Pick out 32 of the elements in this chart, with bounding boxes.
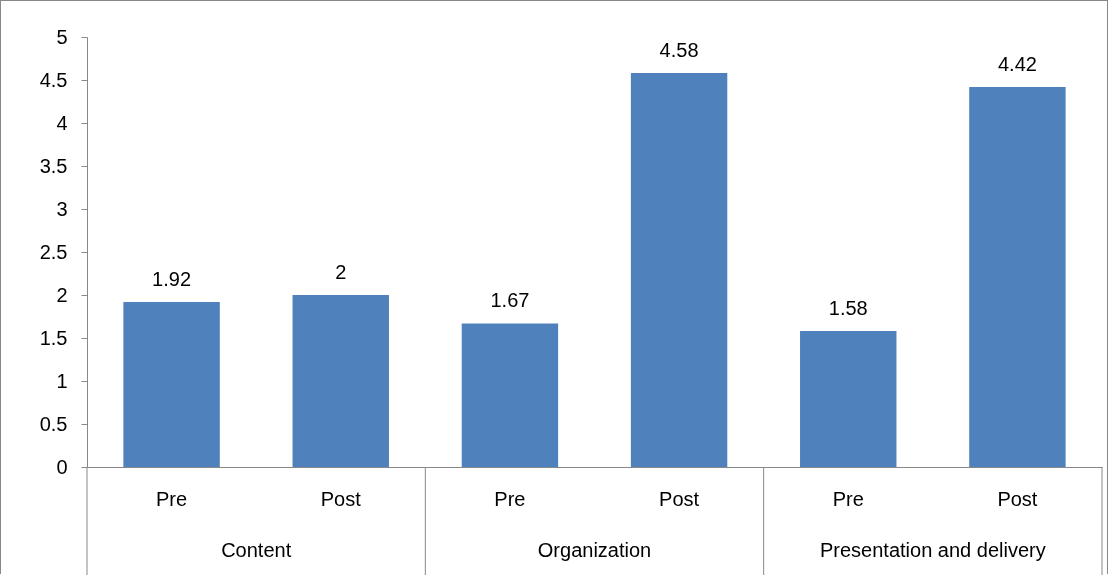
y-tick-label: 1 [56, 369, 68, 392]
data-label: 4.58 [659, 39, 699, 62]
data-label: 4.42 [997, 52, 1037, 75]
text: Presentation and delivery [819, 539, 1046, 561]
data-label: 2 [335, 261, 347, 283]
x-tick-label: Post [997, 487, 1038, 510]
data-label: 1.92 [152, 267, 192, 290]
y-tick-label: 4 [56, 111, 68, 134]
text: Organization [537, 539, 652, 561]
x-tick-label: Pre [832, 487, 864, 510]
data-label: 1.67 [490, 289, 530, 312]
y-tick-label: 3 [56, 197, 68, 220]
bar [292, 295, 389, 467]
y-tick-label: 4.5 [39, 68, 68, 91]
bar [800, 331, 897, 467]
y-tick-label: 1.5 [39, 326, 68, 349]
bar [461, 323, 559, 467]
x-tick-label: Pre [494, 487, 526, 510]
y-tick-label: 0.5 [39, 412, 68, 435]
bar [630, 73, 728, 467]
x-tick-label: Pre [156, 487, 188, 510]
y-tick-label: 5 [56, 25, 68, 48]
bar [969, 86, 1066, 467]
y-tick-label: 2 [56, 283, 68, 306]
y-tick-label: 3.5 [39, 154, 68, 177]
data-label: 1.58 [828, 297, 868, 320]
x-tick-label: Post [320, 487, 362, 510]
text: Content [221, 539, 292, 561]
y-tick-label: 0 [56, 455, 68, 478]
bar [123, 301, 220, 467]
y-tick-label: 2.5 [39, 240, 68, 263]
x-tick-label: Post [659, 487, 700, 510]
